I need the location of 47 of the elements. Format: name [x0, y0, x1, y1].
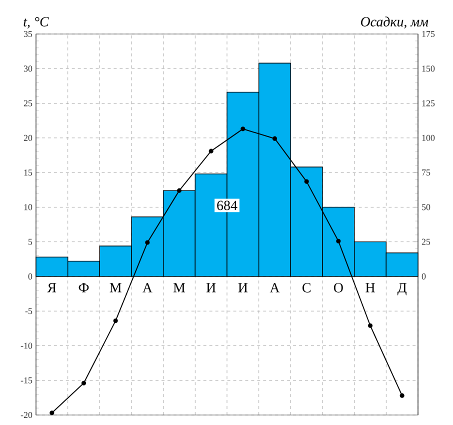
y-tick-label: 30: [24, 66, 32, 72]
point: [50, 410, 54, 416]
y-axis-title: t, °C: [24, 17, 49, 28]
x-tick-label: А: [270, 283, 280, 292]
x-tick-label: Я: [47, 283, 56, 292]
y-tick-label: -5: [25, 308, 32, 314]
x-tick-label: С: [302, 283, 310, 292]
y-tick-label: 5: [28, 238, 32, 245]
y-tick-label: 35: [24, 30, 32, 38]
y-tick-label: 0: [28, 273, 32, 280]
x-tick-label: Ф: [78, 283, 89, 292]
y2-tick-label: 50: [422, 204, 430, 210]
y-tick-label: -10: [20, 342, 32, 349]
y2-tick-label: 0: [422, 273, 426, 280]
y-tick-label: 25: [24, 100, 32, 106]
y2-axis-title: Осадки, мм: [360, 16, 428, 28]
point: [145, 240, 150, 245]
point: [176, 188, 182, 193]
x-tick-label: И: [238, 283, 248, 292]
point: [113, 318, 118, 324]
annotation: 684: [217, 200, 238, 210]
y2-tick-label: 25: [422, 238, 430, 245]
x-tick-label: Д: [397, 283, 407, 296]
point: [336, 238, 341, 244]
y-tick-label: 15: [24, 170, 32, 176]
x-tick-label: О: [334, 283, 343, 292]
point: [304, 179, 309, 184]
y-tick-label: -15: [20, 377, 32, 384]
y2-tick-label: 125: [422, 100, 435, 106]
point: [368, 323, 373, 328]
y2-tick-label: 175: [422, 30, 435, 38]
point: [400, 393, 404, 398]
x-tick-label: М: [110, 283, 122, 292]
x-tick-label: М: [173, 283, 186, 292]
y2-tick-label: 100: [422, 134, 435, 141]
y-tick-label: 20: [24, 134, 32, 141]
x-tick-label: А: [142, 283, 152, 292]
y-tick-label: 10: [24, 204, 32, 210]
x-tick-label: Н: [366, 283, 375, 292]
point: [208, 148, 214, 154]
y2-tick-label: 150: [422, 66, 435, 72]
y2-tick-label: 75: [422, 170, 430, 176]
point: [81, 380, 86, 386]
point: [240, 126, 246, 132]
y-tick-label: -20: [20, 412, 32, 418]
x-tick-label: И: [206, 283, 216, 292]
point: [272, 136, 278, 141]
